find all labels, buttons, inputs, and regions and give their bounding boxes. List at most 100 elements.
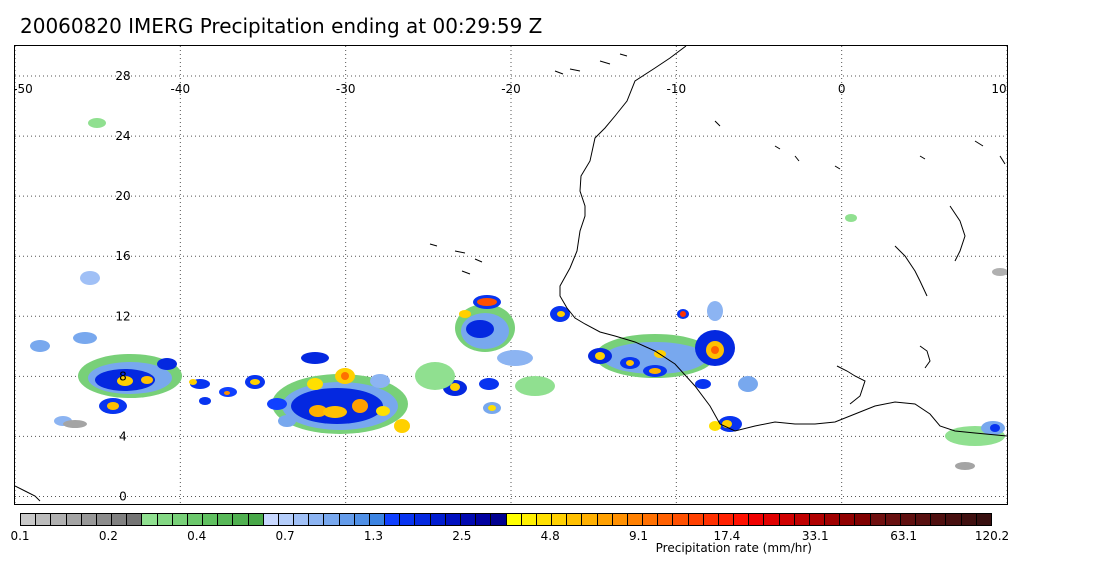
colorbar-tick-label: 2.5 [452,529,472,543]
colorbar-swatch [900,514,917,525]
colorbar-swatch [582,514,598,525]
coastline-lake-east [949,205,966,262]
colorbar-swatch [445,514,461,525]
colorbar-swatch [96,514,113,525]
precipitation-map: -50 -40 -30 -20 -10 0 10 28 24 20 16 12 8 4 0 [14,45,1008,505]
colorbar-swatch [567,514,583,525]
colorbar-swatch [946,514,962,525]
colorbar-tick-label: 63.1 [890,529,917,543]
colorbar-swatch [157,514,173,525]
coastline-cape-verde [429,243,483,275]
colorbar-tick-label: 120.2 [974,529,1010,543]
colorbar-swatch [51,514,67,525]
colorbar-tick-label: 9.1 [628,529,649,543]
graticule [15,46,1007,504]
colorbar-swatch [779,514,795,525]
precipitation-layer [30,118,1007,470]
coastline-canary [554,53,628,75]
coastline-river-east [894,245,928,297]
colorbar-tick-label: 1.3 [363,529,383,543]
colorbar-swatch [734,514,750,525]
colorbar-tick-label: 4.8 [540,529,560,543]
lat-tick-label: 28 [115,69,130,83]
colorbar-swatch [688,514,704,525]
colorbar-swatch [112,514,128,525]
colorbar-title: Precipitation rate (mm/hr) [655,541,812,555]
tick-labels: -50 -40 -30 -20 -10 0 10 28 24 20 16 12 8 4 0 [15,69,1007,503]
colorbar-swatch [612,514,628,525]
coastline-africa-niger-delta [836,365,866,405]
coastline-sahara-features [714,120,1006,170]
colorbar-swatch [673,514,689,525]
colorbar-tick-label: 0.4 [187,529,207,543]
colorbar-swatch [66,514,82,525]
lat-tick-label: 4 [119,429,127,443]
colorbar-swatch [369,514,386,525]
colorbar-swatch [248,514,264,525]
colorbar-swatch [324,514,340,525]
precip-cluster-mid-atlantic [415,295,570,414]
colorbar-swatch [643,514,659,525]
colorbar-swatch [21,514,37,525]
colorbar-swatch [127,514,143,525]
colorbar-swatch [931,514,947,525]
coastline-africa-west [559,46,1007,437]
precip-cluster-west-africa [588,301,758,432]
colorbar-swatch [385,514,401,525]
colorbar-swatch [36,514,52,525]
colorbar-swatch [916,514,932,525]
colorbar-swatch [521,514,537,525]
colorbar-swatch [491,514,507,525]
colorbar-swatch [597,514,613,525]
lat-tick-label: 24 [115,129,130,143]
lat-tick-label: 8 [119,369,127,383]
precip-cluster-central [267,352,410,434]
colorbar-tick-label: 33.1 [801,529,829,543]
colorbar-swatch [142,514,158,525]
colorbar-swatch [718,514,735,525]
colorbar-swatch [809,514,826,525]
colorbar-swatch [552,514,568,525]
colorbar-swatch [825,514,841,525]
colorbar-swatch [794,514,810,525]
colorbar-tick-label: 0.7 [275,529,295,543]
map-canvas: -50 -40 -30 -20 -10 0 10 28 24 20 16 12 8 4 0 [15,46,1007,504]
lon-tick-label: 0 [838,82,846,96]
colorbar-swatch [400,514,416,525]
colorbar-swatch [627,514,644,525]
colorbar-swatch [703,514,719,525]
lat-tick-label: 20 [115,189,130,203]
lon-tick-label: -30 [336,82,356,96]
colorbar-swatch [885,514,901,525]
lon-tick-label: -20 [501,82,521,96]
colorbar-tick-label: 0.2 [98,529,118,543]
colorbar-tick-label: 17.4 [713,529,741,543]
colorbar-swatch [172,514,188,525]
lat-tick-label: 12 [115,309,130,323]
colorbar-swatch [749,514,765,525]
colorbar-swatch [218,514,234,525]
colorbar-swatch [476,514,492,525]
colorbar-swatch [961,514,977,525]
colorbar-swatch [339,514,355,525]
colorbar-swatch [764,514,780,525]
colorbar-swatch [976,514,991,525]
colorbar-swatch [354,514,370,525]
colorbar-swatch [536,514,553,525]
colorbar-swatch [415,514,431,525]
colorbar-swatch [855,514,871,525]
colorbar-swatch [294,514,310,525]
colorbar-swatch [658,514,674,525]
colorbar-swatch [187,514,204,525]
colorbar-swatch [81,514,97,525]
colorbar-swatch [309,514,325,525]
coastline-island-west [15,485,41,502]
precip-cluster-west [30,118,265,426]
lat-tick-label: 16 [115,249,130,263]
colorbar-swatch [506,514,522,525]
colorbar-tick-labels: 0.1 0.2 0.4 0.7 1.3 2.5 4.8 9.1 17.4 33.1 63.1 120.… [10,529,1009,543]
lon-tick-label: -10 [667,82,687,96]
colorbar-swatch [233,514,249,525]
precip-cluster-gulf-of-guinea [63,214,1007,470]
lon-tick-label: 10 [991,82,1006,96]
